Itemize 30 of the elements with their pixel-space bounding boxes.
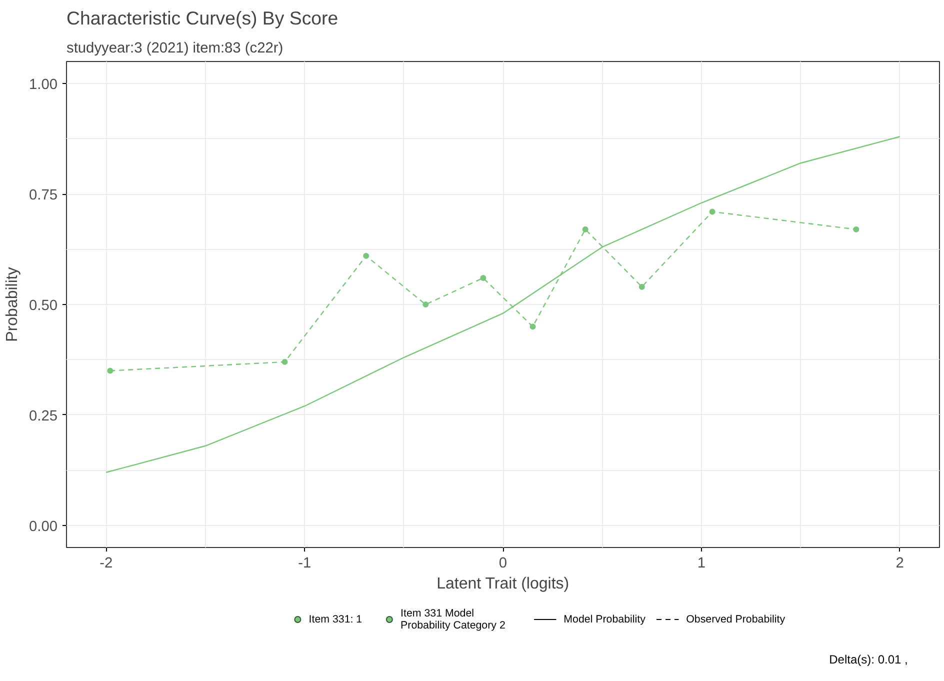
legend-label: Item 331 Model Probability Category 2: [400, 608, 506, 632]
y-tick-label: 0.50: [28, 298, 58, 314]
line-series: [106, 136, 900, 473]
text: Delta(s): 0.01 ,: [829, 652, 908, 666]
point: [709, 208, 716, 215]
point: [363, 252, 370, 259]
point: [480, 274, 486, 281]
y-axis-title: Probability: [4, 267, 21, 342]
text: Observed Probability: [686, 614, 786, 626]
point: [853, 226, 860, 232]
text: Model Probability: [564, 614, 646, 626]
chart-title: Characteristic Curve(s) By Score: [66, 8, 338, 28]
y-tick-label: 0.00: [28, 518, 58, 535]
y-tick-label: 0.75: [28, 188, 58, 204]
x-tick-label: 1: [697, 556, 706, 572]
point: [638, 284, 645, 290]
point: [530, 324, 536, 330]
y-tick-label: 1.00: [28, 77, 58, 94]
legend-label: Item 331: 1: [308, 614, 362, 626]
x-tick-label: -2: [100, 556, 113, 572]
x-tick-label: -1: [298, 556, 312, 572]
x-axis-title: Latent Trait (logits): [436, 576, 570, 592]
x-tick-label: 0: [498, 556, 508, 572]
chart-subtitle: studyyear:3 (2021) item:83 (c22r): [66, 40, 284, 56]
point: [107, 368, 114, 374]
point: [282, 358, 288, 365]
y-tick-label: 0.25: [28, 408, 58, 424]
x-tick-label: 2: [896, 556, 904, 572]
point: [582, 226, 588, 232]
point: [422, 302, 429, 308]
